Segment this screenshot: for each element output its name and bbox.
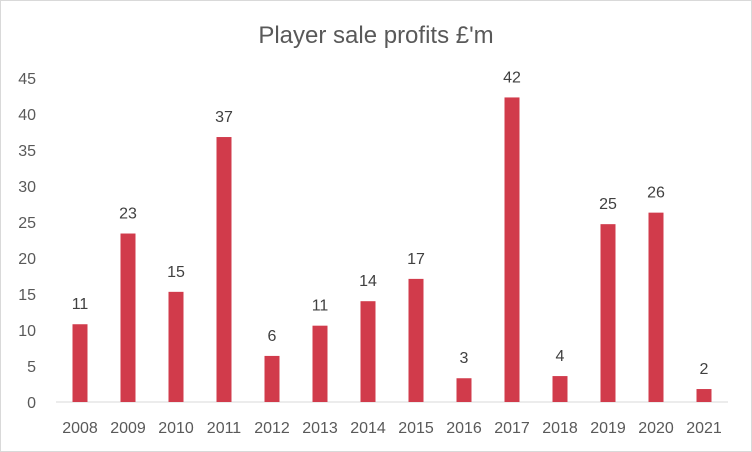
data-label-2014: 14 — [359, 273, 377, 290]
bars — [72, 97, 712, 403]
x-tick-label-2016: 2016 — [446, 420, 482, 437]
data-label-2009: 23 — [119, 206, 137, 223]
y-tick-label: 40 — [18, 107, 36, 124]
data-label-2008: 11 — [72, 296, 89, 313]
x-tick-label-2011: 2011 — [207, 420, 242, 437]
data-label-2012: 6 — [268, 328, 277, 345]
bar-2021 — [696, 389, 712, 402]
bar-2014 — [360, 301, 376, 402]
bar-2020 — [648, 212, 664, 402]
y-tick-label: 15 — [18, 287, 36, 304]
bar-2019 — [600, 224, 616, 402]
bar-2016 — [456, 378, 472, 402]
data-label-2010: 15 — [167, 264, 185, 281]
bar-2010 — [168, 291, 184, 402]
y-tick-label: 10 — [18, 323, 36, 340]
y-tick-label: 0 — [27, 395, 36, 412]
bar-2013 — [312, 325, 328, 402]
bar-2018 — [552, 376, 568, 402]
bar-2015 — [408, 278, 424, 402]
data-label-2018: 4 — [556, 348, 565, 365]
data-label-2015: 17 — [407, 251, 425, 268]
bar-2008 — [72, 324, 88, 402]
x-tick-label-2009: 2009 — [110, 420, 146, 437]
data-label-2011: 37 — [215, 109, 233, 126]
y-tick-label: 25 — [18, 215, 36, 232]
x-tick-label-2020: 2020 — [638, 420, 674, 437]
x-tick-label-2008: 2008 — [62, 420, 98, 437]
data-label-2019: 25 — [599, 196, 617, 213]
y-axis-ticks: 0 5 10 15 20 25 30 35 40 45 — [18, 71, 36, 412]
bar-2011 — [216, 137, 232, 403]
y-tick-label: 5 — [27, 359, 36, 376]
x-tick-label-2017: 2017 — [494, 420, 530, 437]
x-tick-label-2014: 2014 — [350, 420, 386, 437]
x-tick-label-2010: 2010 — [158, 420, 194, 437]
data-label-2013: 11 — [312, 298, 329, 315]
y-tick-label: 35 — [18, 143, 36, 160]
data-label-2021: 2 — [700, 361, 709, 378]
x-axis-ticks: 2008 2009 2010 2011 2012 2013 2014 2015 2016 2017… — [62, 420, 722, 437]
y-tick-label: 45 — [18, 71, 36, 88]
x-tick-label-2013: 2013 — [302, 420, 338, 437]
data-label-2020: 26 — [647, 185, 665, 202]
bar-2009 — [120, 233, 136, 402]
x-tick-label-2019: 2019 — [590, 420, 626, 437]
chart-title: Player sale profits £'m — [258, 22, 494, 49]
x-tick-label-2021: 2021 — [686, 420, 722, 437]
x-tick-label-2012: 2012 — [254, 420, 290, 437]
data-labels: 11 23 15 37 6 11 14 17 3 42 4 25 26 2 — [72, 69, 709, 378]
bar-2012 — [264, 355, 280, 402]
data-label-2016: 3 — [460, 350, 469, 367]
y-tick-label: 20 — [18, 251, 36, 268]
bar-2017 — [504, 97, 520, 402]
y-tick-label: 30 — [18, 179, 36, 196]
x-tick-label-2018: 2018 — [542, 420, 578, 437]
data-label-2017: 42 — [503, 69, 521, 86]
x-tick-label-2015: 2015 — [398, 420, 434, 437]
